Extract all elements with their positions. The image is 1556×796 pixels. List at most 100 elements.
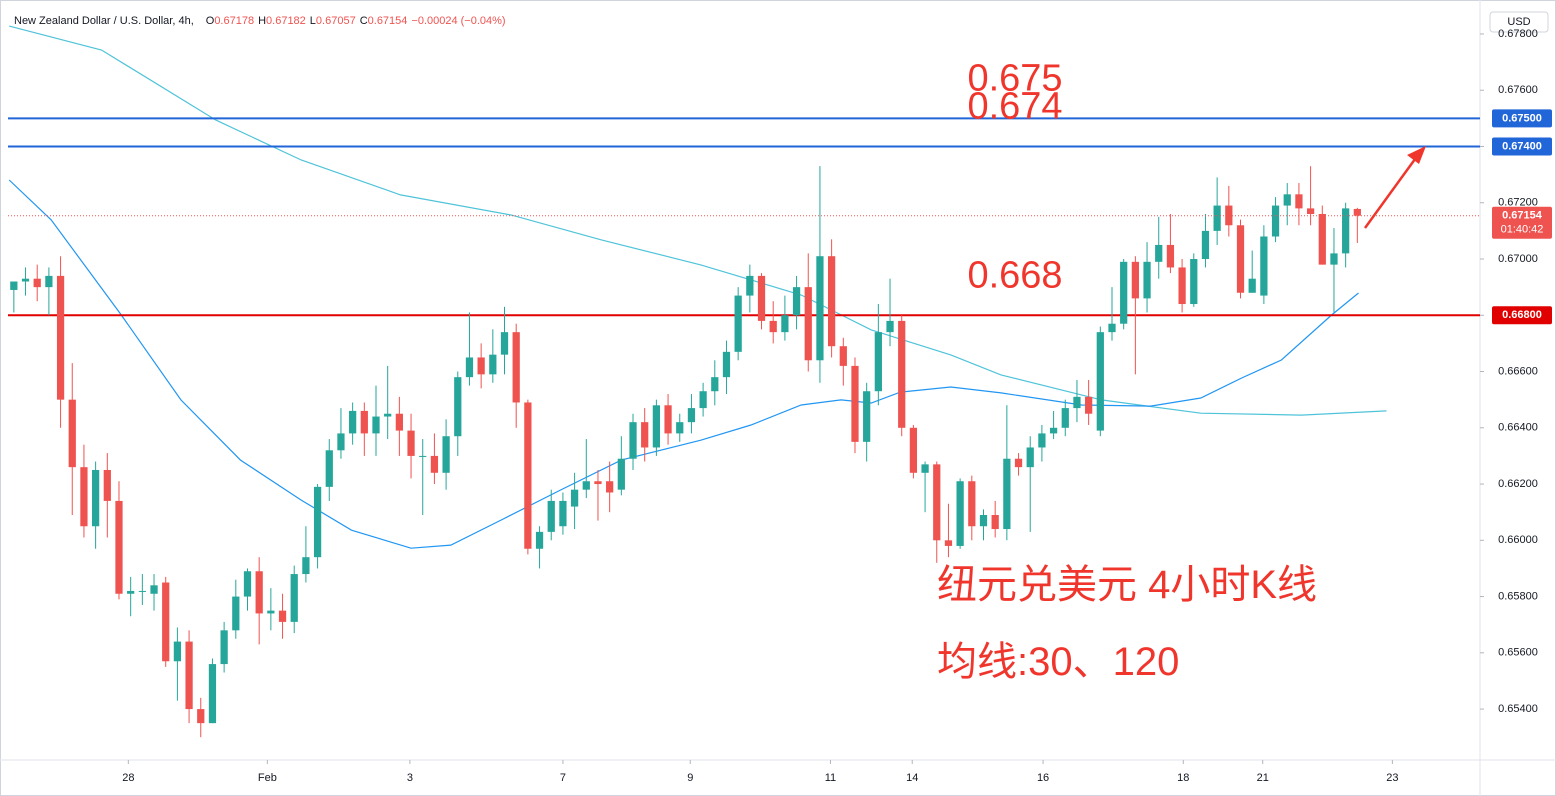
candle-body [220,630,228,665]
candle-body [1248,278,1256,293]
level-annotation: 0.674 [967,86,1062,128]
candle-body [372,416,380,434]
ohlc-value: 0.67154 [368,15,408,27]
candle-body [1201,230,1210,260]
candle-body [804,287,812,361]
candle-body [956,481,964,546]
x-tick-label: 3 [407,772,413,784]
plot [8,25,1480,738]
candle-body [33,278,41,288]
candle-body [606,481,614,493]
candle-body [524,402,532,549]
level-label-box [1492,109,1552,128]
candle-body [664,405,672,434]
y-tick-label: 0.67000 [1498,253,1538,265]
candle-body [68,399,76,468]
arrow [1363,154,1420,229]
candle-body [652,405,661,448]
currency-box[interactable] [1489,11,1549,33]
candle-body [722,351,731,378]
x-tick-label: 14 [906,772,918,784]
ohlc-letter: O [206,15,215,27]
change: −0.00024 (−0.04%) [411,15,505,27]
candle-body [127,590,135,594]
candle-body [827,256,836,347]
candle-body [1236,225,1245,293]
candle-body [91,469,100,527]
x-tick-label: 16 [1037,772,1049,784]
candle-body [851,365,859,442]
ohlc-value: 0.67178 [214,15,254,27]
candle-body [1014,458,1023,468]
candle-body [150,585,158,594]
candle-body [898,320,906,428]
candle-body [208,664,217,724]
candle-body [10,281,18,290]
candle-body [1096,332,1104,431]
y-tick-label: 0.67600 [1498,84,1538,96]
annotation: 纽元兑美元 4小时K线 [937,563,1317,607]
candle-body [115,500,123,594]
candle-body [1353,208,1361,216]
candle-body [617,458,625,490]
candle-body [535,531,544,549]
candle-body [1061,408,1069,428]
last-price-box [1492,206,1552,239]
level-label: 0.66800 [1502,309,1542,321]
candle-body [839,346,847,366]
y-tick-label: 0.66200 [1498,478,1538,490]
candle-body [185,641,193,710]
header: New Zealand Dollar / U.S. Dollar, 4h, O0.… [14,15,506,27]
level-label: 0.67400 [1502,140,1542,152]
candle-body [1283,194,1291,206]
candle-body [360,410,368,434]
candle-body [500,332,509,355]
candle-body [792,287,801,316]
candle-body [1190,259,1198,305]
x-tick-label: 23 [1386,772,1398,784]
y-tick-label: 0.67200 [1498,197,1538,209]
y-tick-label: 0.66400 [1498,422,1538,434]
candle-body [1318,214,1326,265]
candle-body [1295,194,1303,209]
candle-body [909,427,918,473]
currency[interactable]: USD [1507,16,1530,28]
candle-body [243,571,252,597]
candle-body [138,590,146,592]
candle-body [384,413,392,417]
candle-body [325,450,333,487]
candle-body [921,464,929,473]
candle-body [863,391,871,442]
candle-body [1131,261,1139,299]
candle-body [349,410,357,434]
candle-body [80,467,88,527]
ohlc-value: 0.67057 [316,15,356,27]
candle-body [734,295,742,352]
candle-body [769,320,777,333]
candle-body [676,422,684,434]
candle-body [641,422,649,448]
y-tick-label: 0.65400 [1498,703,1538,715]
candle-body [454,377,462,437]
candle-body [1178,267,1186,305]
candle-body [465,357,474,378]
candle-body [477,357,485,375]
moving-average [8,179,1359,549]
level-label: 0.67500 [1502,112,1542,124]
candle-body [1342,208,1350,254]
candle-body [267,610,275,614]
y-tick-label: 0.66600 [1498,365,1538,377]
ohlc-letter: H [258,15,266,27]
x-tick-label: 7 [560,772,566,784]
candle-body [711,377,719,392]
candle-body [687,408,696,423]
candle-body [103,469,111,501]
ohlc-letter: C [360,15,368,27]
candle-body [21,278,30,282]
candle-body [991,514,999,530]
countdown: 01:40:42 [1501,224,1544,236]
ohlc-letter: L [310,15,316,27]
candle-body [1143,261,1151,299]
